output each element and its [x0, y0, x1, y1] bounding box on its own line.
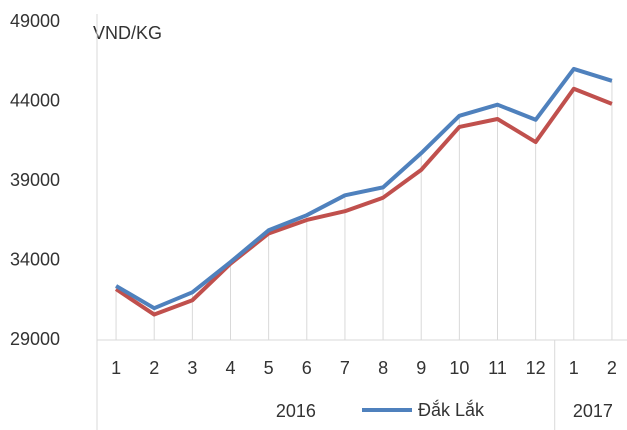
x-tick-label: 9 — [416, 358, 426, 378]
x-tick-label: 6 — [302, 358, 312, 378]
x-tick-label: 11 — [488, 358, 507, 378]
y-tick-label: 49000 — [10, 11, 60, 31]
y-tick-label: 29000 — [10, 329, 60, 349]
x-tick-label: 1 — [569, 358, 579, 378]
x-tick-label: 10 — [449, 358, 469, 378]
legend-label: Đắk Lắk — [418, 399, 485, 420]
x-tick-label: 2 — [149, 358, 159, 378]
x-tick-label: 3 — [187, 358, 197, 378]
y-tick-label: 34000 — [10, 249, 60, 269]
series-line — [115, 66, 613, 311]
x-tick-label: 2 — [607, 358, 617, 378]
x-tick-label: 4 — [225, 358, 235, 378]
group-label: 2016 — [276, 401, 316, 421]
series-line — [114, 86, 613, 317]
x-tick-label: 12 — [526, 358, 546, 378]
x-tick-label: 7 — [340, 358, 350, 378]
y-axis-label: VND/KG — [93, 23, 162, 43]
y-tick-label: 39000 — [10, 170, 60, 190]
x-tick-label: 1 — [111, 358, 121, 378]
y-tick-label: 44000 — [10, 90, 60, 110]
x-tick-label: 8 — [378, 358, 388, 378]
group-label: 2017 — [573, 401, 613, 421]
x-tick-label: 5 — [264, 358, 274, 378]
